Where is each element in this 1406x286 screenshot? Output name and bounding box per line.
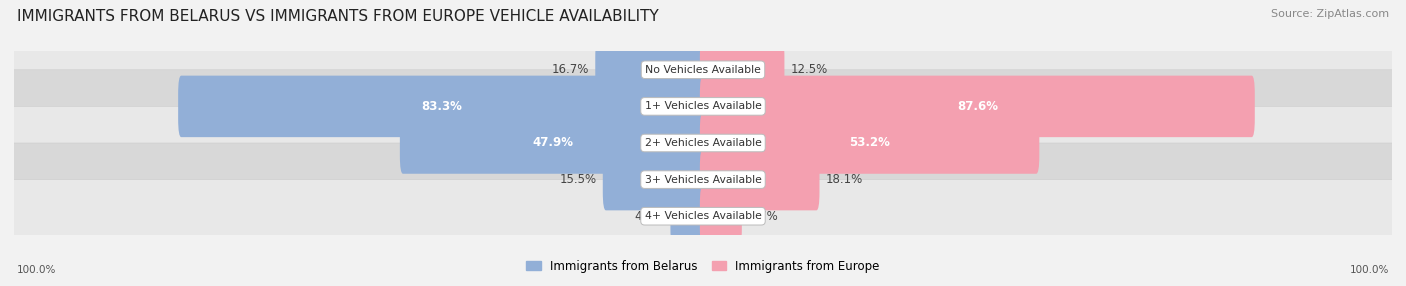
FancyBboxPatch shape [11,33,1395,106]
Text: 2+ Vehicles Available: 2+ Vehicles Available [644,138,762,148]
FancyBboxPatch shape [11,70,1395,143]
Text: 5.7%: 5.7% [748,210,778,223]
Text: 16.7%: 16.7% [551,63,589,76]
Text: IMMIGRANTS FROM BELARUS VS IMMIGRANTS FROM EUROPE VEHICLE AVAILABILITY: IMMIGRANTS FROM BELARUS VS IMMIGRANTS FR… [17,9,658,23]
Text: 87.6%: 87.6% [957,100,998,113]
Text: 83.3%: 83.3% [422,100,463,113]
FancyBboxPatch shape [700,39,785,101]
Text: 100.0%: 100.0% [17,265,56,275]
Text: Source: ZipAtlas.com: Source: ZipAtlas.com [1271,9,1389,19]
Text: 4+ Vehicles Available: 4+ Vehicles Available [644,211,762,221]
Text: 47.9%: 47.9% [533,136,574,150]
FancyBboxPatch shape [179,76,706,137]
Text: 12.5%: 12.5% [790,63,828,76]
Text: 18.1%: 18.1% [825,173,863,186]
Text: 100.0%: 100.0% [1350,265,1389,275]
FancyBboxPatch shape [11,106,1395,180]
FancyBboxPatch shape [11,180,1395,253]
FancyBboxPatch shape [671,185,706,247]
Legend: Immigrants from Belarus, Immigrants from Europe: Immigrants from Belarus, Immigrants from… [522,255,884,277]
Text: 53.2%: 53.2% [849,136,890,150]
Text: 15.5%: 15.5% [560,173,596,186]
Text: 1+ Vehicles Available: 1+ Vehicles Available [644,102,762,111]
FancyBboxPatch shape [399,112,706,174]
FancyBboxPatch shape [595,39,706,101]
Text: 3+ Vehicles Available: 3+ Vehicles Available [644,175,762,184]
FancyBboxPatch shape [700,112,1039,174]
Text: 4.7%: 4.7% [634,210,664,223]
FancyBboxPatch shape [700,185,742,247]
FancyBboxPatch shape [700,149,820,210]
FancyBboxPatch shape [700,76,1254,137]
Text: No Vehicles Available: No Vehicles Available [645,65,761,75]
FancyBboxPatch shape [11,143,1395,216]
FancyBboxPatch shape [603,149,706,210]
